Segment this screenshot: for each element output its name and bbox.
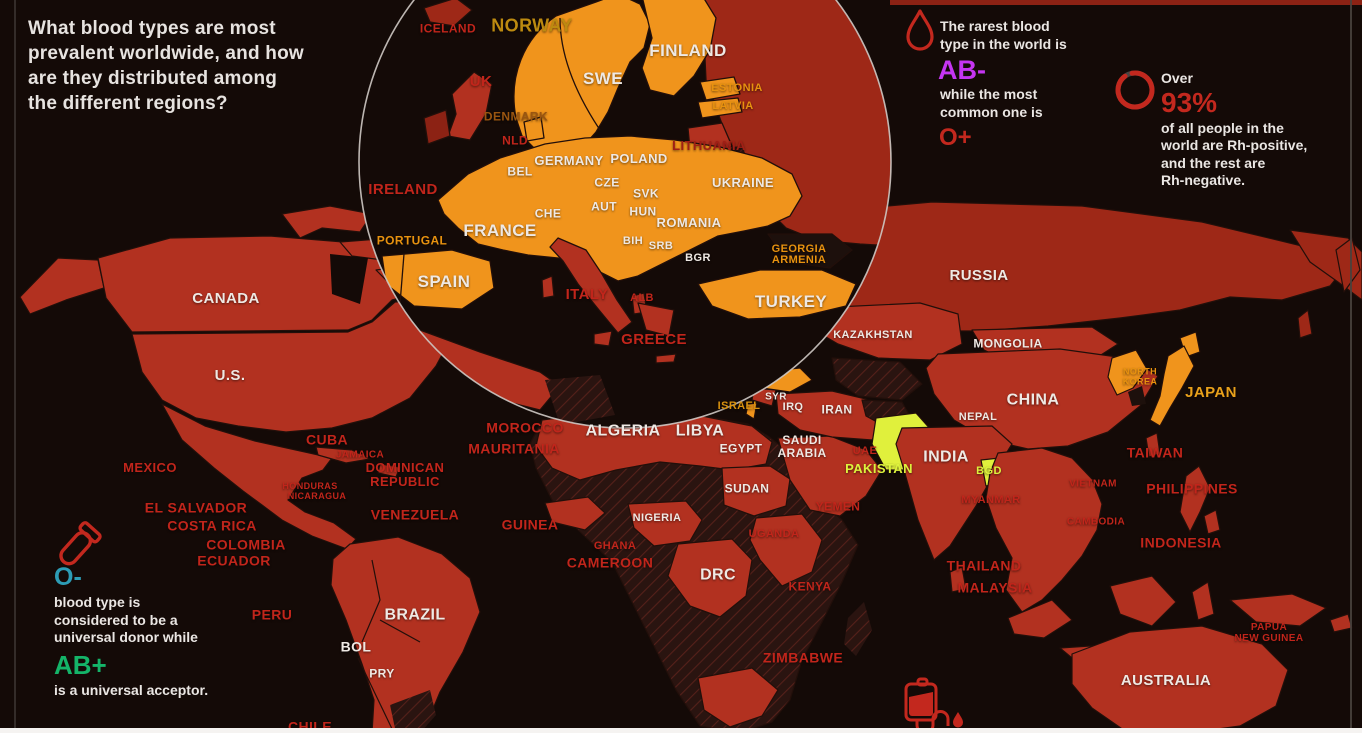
question-text: What blood types are most prevalent worl…	[28, 18, 304, 115]
magnifier-circle	[358, 0, 892, 429]
donor-text: blood type is considered to be a univers…	[54, 594, 198, 646]
right-frame-line	[1350, 0, 1352, 733]
acceptor-type-value: AB+	[54, 649, 107, 680]
rh-percent-value: 93%	[1161, 86, 1218, 118]
europe-zoom-map	[367, 0, 891, 425]
rh-over-text: Over	[1161, 70, 1193, 86]
blood-vial-icon	[59, 521, 102, 566]
ring-93-percent-icon	[1115, 70, 1155, 110]
blood-bag-icon	[904, 677, 963, 733]
common-type-value: O+	[939, 124, 972, 152]
rarest-blood-type-callout: The rarest blood type in the world is AB…	[903, 8, 1067, 151]
common-intro-text: while the most common one is	[940, 86, 1043, 120]
rarest-type-value: AB-	[938, 55, 986, 85]
rh-positive-callout: Over 93% of all people in the world are …	[1113, 68, 1323, 188]
acceptor-text: is a universal acceptor.	[54, 682, 209, 699]
rh-body-text: of all people in the world are Rh-positi…	[1161, 119, 1308, 189]
donor-type-value: O-	[54, 563, 82, 591]
bottom-page-edge	[0, 728, 1362, 733]
continents	[19, 201, 1362, 733]
left-frame-line	[14, 0, 16, 733]
universal-donor-callout: O- blood type is considered to be a univ…	[44, 518, 264, 698]
rarest-intro-text: The rarest blood type in the world is	[940, 18, 1067, 52]
blood-drop-icon	[906, 9, 934, 51]
